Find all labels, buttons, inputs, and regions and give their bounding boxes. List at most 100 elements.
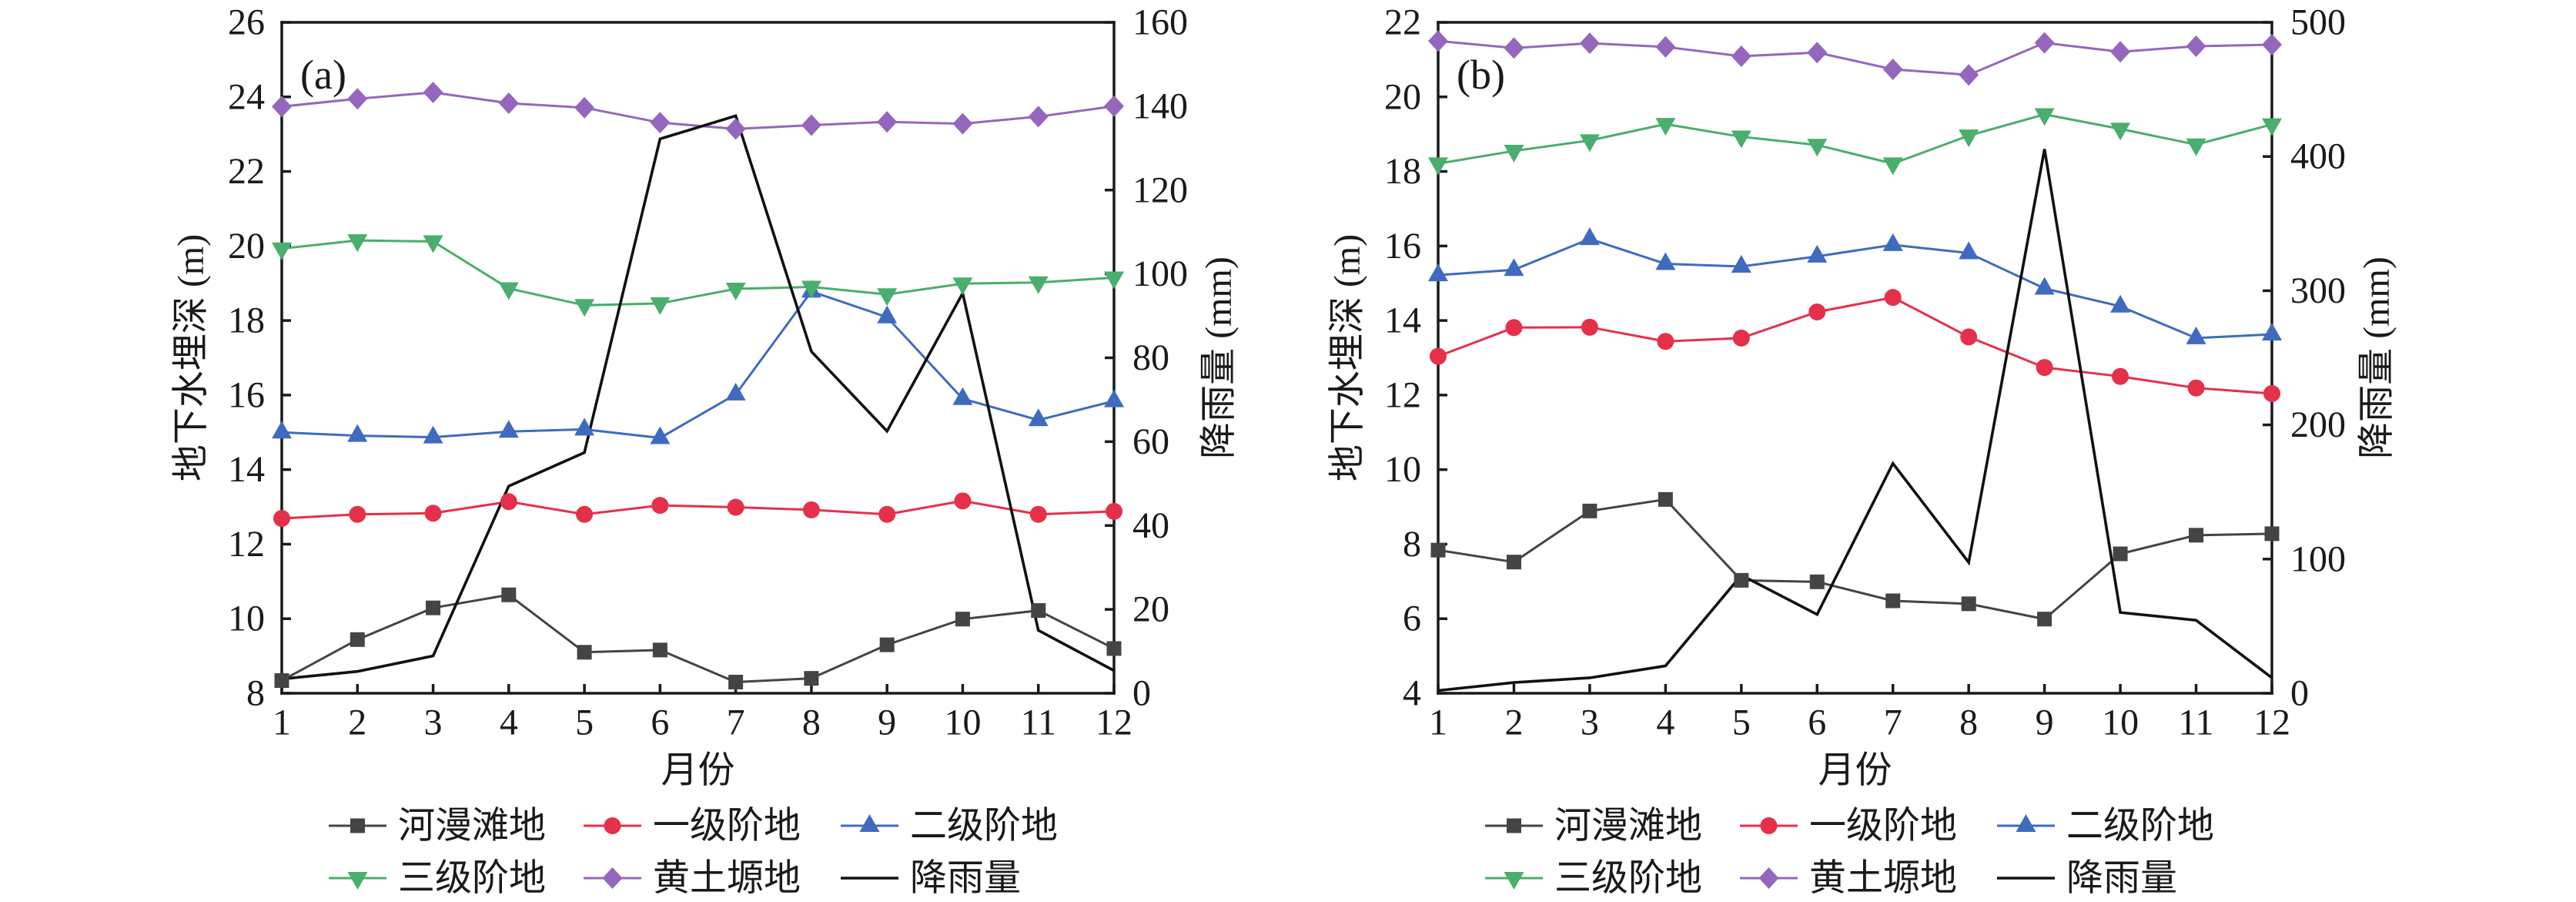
y-tick-label: 16 xyxy=(228,374,265,415)
series-lines xyxy=(281,91,1115,683)
data-point-terrace-2 xyxy=(1504,258,1524,277)
data-point-terrace-2 xyxy=(877,305,898,324)
x-tick-label: 5 xyxy=(1732,702,1751,743)
x-tick-label: 11 xyxy=(2178,702,2213,743)
data-point-terrace-1 xyxy=(878,505,896,523)
legend-marker xyxy=(1758,867,1779,889)
y-tick-label: 10 xyxy=(1384,449,1421,490)
data-point-terrace-2 xyxy=(347,424,368,442)
data-point-terrace-2 xyxy=(2262,323,2282,341)
panel-a: 8101214161820222426020406080100120140160… xyxy=(171,2,1239,899)
data-point-terrace-2 xyxy=(1579,227,1600,246)
series-line-loess-tableland xyxy=(1437,39,2273,76)
data-point-loess-tableland xyxy=(650,112,671,134)
data-point-terrace-3 xyxy=(272,242,292,260)
data-point-terrace-1 xyxy=(1505,319,1523,337)
data-point-terrace-3 xyxy=(1504,144,1524,163)
data-point-loess-tableland xyxy=(1104,95,1124,117)
data-point-terrace-3 xyxy=(1028,276,1049,294)
y2-tick-label: 200 xyxy=(2290,404,2346,445)
data-point-terrace-3 xyxy=(650,297,671,315)
y2-axis-label: 降雨量 (mm) xyxy=(1199,257,1239,459)
legend-label: 河漫滩地 xyxy=(398,806,546,847)
x-tick-label: 11 xyxy=(1021,702,1056,743)
y2-tick-label: 120 xyxy=(1132,169,1188,210)
x-tick-label: 6 xyxy=(1808,702,1826,743)
y2-tick-label: 20 xyxy=(1132,589,1169,630)
legend-label: 一级阶地 xyxy=(1809,806,1957,847)
data-point-loess-tableland xyxy=(1579,32,1600,55)
y2-tick-label: 160 xyxy=(1132,2,1188,43)
series-markers xyxy=(272,81,1124,689)
legend-item: 一级阶地 xyxy=(1740,806,1957,847)
y-tick-label: 12 xyxy=(1384,374,1421,415)
data-point-floodplain xyxy=(2189,528,2204,543)
x-tick-label: 5 xyxy=(575,702,594,743)
legend-item: 三级阶地 xyxy=(329,858,546,899)
data-point-loess-tableland xyxy=(1959,64,1979,86)
data-point-floodplain xyxy=(728,674,744,689)
y-tick-label: 22 xyxy=(1384,2,1421,43)
data-point-terrace-2 xyxy=(272,421,292,439)
y2-tick-label: 80 xyxy=(1132,337,1169,378)
data-point-floodplain xyxy=(1961,596,1976,612)
series-line-floodplain xyxy=(281,593,1115,683)
data-point-floodplain xyxy=(577,645,592,660)
data-point-floodplain xyxy=(1106,641,1122,656)
data-point-terrace-1 xyxy=(576,505,594,523)
legend-label: 河漫滩地 xyxy=(1554,806,1702,847)
x-tick-label: 9 xyxy=(878,702,896,743)
data-point-floodplain xyxy=(1031,603,1046,619)
legend-item: 黄土塬地 xyxy=(584,858,801,899)
data-point-terrace-3 xyxy=(1731,130,1751,149)
data-point-terrace-3 xyxy=(498,282,519,300)
data-point-terrace-1 xyxy=(1106,502,1122,520)
data-point-loess-tableland xyxy=(2186,35,2206,57)
data-point-terrace-2 xyxy=(574,417,595,436)
data-point-terrace-3 xyxy=(1959,129,1979,148)
y-tick-label: 8 xyxy=(246,673,265,714)
y2-tick-label: 60 xyxy=(1132,421,1169,462)
x-tick-label: 12 xyxy=(1096,702,1132,743)
y2-tick-label: 40 xyxy=(1132,505,1169,546)
legend-item: 二级阶地 xyxy=(1997,806,2214,847)
data-point-floodplain xyxy=(1734,572,1749,588)
data-point-terrace-2 xyxy=(650,426,671,444)
legend-marker xyxy=(602,867,623,889)
y2-tick-label: 500 xyxy=(2290,2,2346,43)
y-tick-label: 4 xyxy=(1403,673,1421,714)
x-tick-label: 2 xyxy=(348,702,366,743)
data-point-terrace-1 xyxy=(2112,367,2129,385)
data-point-terrace-1 xyxy=(500,493,517,511)
data-point-loess-tableland xyxy=(498,92,519,115)
data-point-terrace-3 xyxy=(1428,157,1448,176)
data-point-terrace-2 xyxy=(2186,326,2206,344)
data-point-floodplain xyxy=(1809,574,1825,589)
y-tick-label: 16 xyxy=(1384,226,1421,267)
data-point-terrace-1 xyxy=(727,498,744,516)
data-point-floodplain xyxy=(501,587,517,602)
y-tick-label: 6 xyxy=(1403,599,1421,639)
y-tick-label: 26 xyxy=(228,2,265,43)
data-point-terrace-3 xyxy=(423,235,443,253)
legend-label: 二级阶地 xyxy=(2066,806,2214,847)
y-axis-label: 地下水埋深 (m) xyxy=(1327,234,1368,481)
data-point-terrace-1 xyxy=(424,505,442,522)
legend-item: 二级阶地 xyxy=(841,806,1058,847)
x-tick-label: 1 xyxy=(1429,702,1447,743)
x-tick-label: 9 xyxy=(2036,702,2054,743)
data-point-floodplain xyxy=(1506,555,1521,570)
y2-tick-label: 300 xyxy=(2290,270,2346,311)
data-point-terrace-3 xyxy=(347,234,368,253)
legend-marker xyxy=(1504,872,1524,890)
legend-marker xyxy=(347,872,368,890)
legend-label: 黄土塬地 xyxy=(1809,858,1957,899)
legend-marker xyxy=(1760,817,1778,834)
series-line-floodplain xyxy=(1437,498,2273,621)
data-point-terrace-2 xyxy=(1655,252,1676,270)
data-point-floodplain xyxy=(1658,491,1673,507)
y-tick-label: 14 xyxy=(228,449,265,490)
legend-item: 一级阶地 xyxy=(584,806,801,847)
